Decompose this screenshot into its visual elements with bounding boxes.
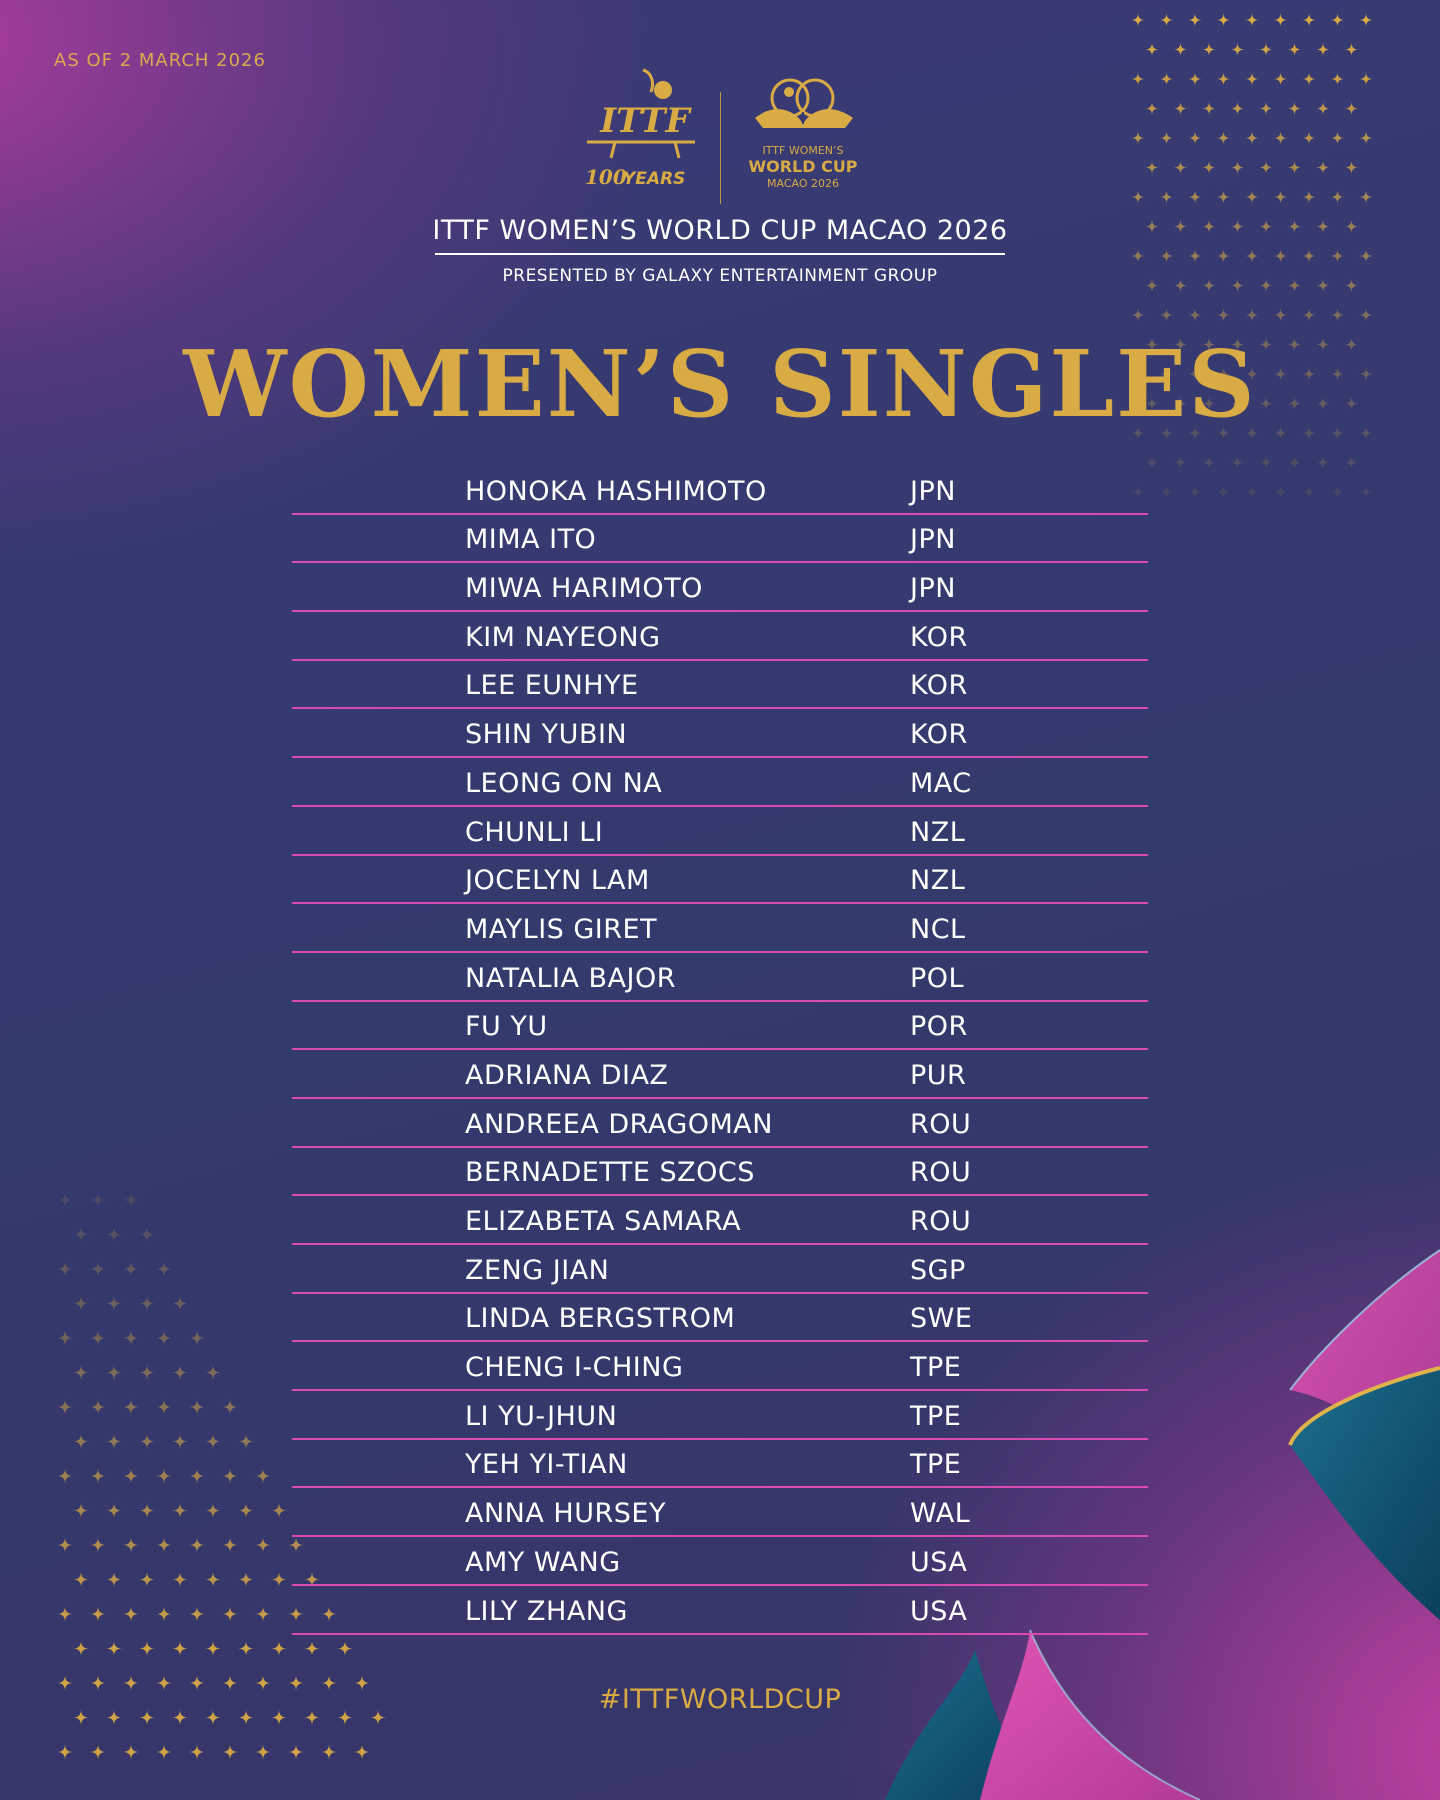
petal-rim-light-bottom [1029,1629,1201,1800]
player-row: JOCELYN LAM NZL [292,856,1148,905]
player-row: ANDREEA DRAGOMAN ROU [292,1099,1148,1148]
player-row: ELIZABETA SAMARA ROU [292,1196,1148,1245]
player-row: SHIN YUBIN KOR [292,709,1148,759]
player-name: LEONG ON NA [465,767,663,799]
player-country-code: WAL [910,1498,971,1530]
player-country-code: USA [910,1546,968,1578]
player-country-code: SGP [910,1254,966,1286]
player-name: ANNA HURSEY [465,1498,666,1530]
player-name: MIMA ITO [465,524,597,556]
player-row: CHUNLI LI NZL [292,807,1148,856]
main-title: WOMEN’S SINGLES [183,330,1257,438]
player-name: MIWA HARIMOTO [465,573,703,605]
world-cup-logo-line1: ITTF WOMEN’S [763,144,844,157]
player-country-code: JPN [910,524,956,556]
player-name: JOCELYN LAM [465,865,650,897]
player-name: FU YU [465,1011,548,1043]
centenary-number: 100 [585,165,627,189]
player-row: ZENG JIAN SGP [292,1245,1148,1294]
player-name: LILY ZHANG [465,1595,628,1627]
sparkle-pattern-top-right [1131,13,1373,499]
player-country-code: ROU [910,1157,972,1189]
petal-rim-light [1289,1249,1440,1391]
player-country-code: NZL [910,816,966,848]
player-country-code: POL [910,962,965,994]
world-cup-logo-line3: MACAO 2026 [767,177,839,190]
world-cup-macao-logo: ITTF WOMEN’S WORLD CUP MACAO 2026 [748,78,858,190]
player-row: CHENG I-CHING TPE [292,1342,1148,1392]
player-row: FU YU POR [292,1002,1148,1051]
player-country-code: PUR [910,1059,967,1091]
player-name: LINDA BERGSTROM [465,1303,736,1335]
player-country-code: ROU [910,1108,972,1140]
sparkle-pattern-bottom-left [57,1192,386,1760]
player-country-code: JPN [910,475,956,507]
player-country-code: TPE [910,1449,962,1481]
player-name: ELIZABETA SAMARA [465,1206,742,1237]
logo-lockup: ITTF 100 YEARS ITTF WOMEN’S WORLD CUP MA… [575,62,865,204]
as-of-date: AS OF 2 MARCH 2026 [54,50,266,71]
player-name: NATALIA BAJOR [465,962,676,994]
ittf-wordmark: ITTF [599,101,692,141]
petal-shape-right-teal [1290,1370,1440,1620]
player-row: LILY ZHANG USA [292,1586,1148,1635]
player-country-code: TPE [910,1352,962,1384]
player-country-code: NZL [910,865,966,897]
player-row: LEONG ON NA MAC [292,758,1148,807]
player-row: ADRIANA DIAZ PUR [292,1050,1148,1099]
player-row: AMY WANG USA [292,1537,1148,1586]
player-row: LI YU-JHUN TPE [292,1391,1148,1440]
player-country-code: KOR [910,621,968,653]
world-cup-logo-line2: WORLD CUP [748,157,857,176]
ittf-centenary-logo: ITTF 100 YEARS [585,68,695,189]
player-country-code: KOR [910,670,968,702]
player-country-code: MAC [910,767,972,799]
player-name: KIM NAYEONG [465,621,661,653]
player-row: YEH YI-TIAN TPE [292,1440,1148,1489]
player-name: ANDREEA DRAGOMAN [465,1108,773,1140]
logo-divider [720,92,721,204]
player-row: HONOKA HASHIMOTO JPN [292,466,1148,515]
player-country-code: USA [910,1595,968,1627]
player-row: MAYLIS GIRET NCL [292,904,1148,953]
player-row: LINDA BERGSTROM SWE [292,1294,1148,1343]
player-name: SHIN YUBIN [465,719,628,751]
player-name: CHENG I-CHING [465,1352,684,1384]
player-name: ZENG JIAN [465,1254,610,1286]
player-country-code: JPN [910,573,956,605]
petal-rim-gold [1288,1366,1440,1446]
player-name: CHUNLI LI [465,816,604,848]
player-country-code: KOR [910,719,968,751]
player-row: BERNADETTE SZOCS ROU [292,1148,1148,1197]
player-country-code: NCL [910,913,966,945]
hashtag: #ITTFWORLDCUP [598,1684,842,1715]
player-row: MIMA ITO JPN [292,515,1148,564]
player-list: HONOKA HASHIMOTO JPN MIMA ITO JPN MIWA HARIM… [292,466,1148,1635]
petal-shape-bottom-magenta [980,1630,1200,1800]
player-name: HONOKA HASHIMOTO [465,475,767,507]
player-row: MIWA HARIMOTO JPN [292,563,1148,613]
player-name: LI YU-JHUN [465,1400,618,1432]
player-row: ANNA HURSEY WAL [292,1488,1148,1538]
player-country-code: TPE [910,1400,962,1432]
player-name: ADRIANA DIAZ [465,1059,669,1091]
presented-by: PRESENTED BY GALAXY ENTERTAINMENT GROUP [502,266,938,286]
player-name: MAYLIS GIRET [465,913,658,945]
player-row: NATALIA BAJOR POL [292,953,1148,1002]
player-country-code: POR [910,1011,968,1043]
player-name: AMY WANG [465,1546,621,1578]
player-country-code: ROU [910,1206,972,1237]
player-name: BERNADETTE SZOCS [465,1157,755,1189]
player-row: KIM NAYEONG KOR [292,612,1148,661]
player-country-code: SWE [910,1303,973,1335]
event-title: ITTF WOMEN’S WORLD CUP MACAO 2026 [432,215,1008,246]
event-title-underline [435,253,1005,255]
player-name: LEE EUNHYE [465,670,639,702]
player-name: YEH YI-TIAN [465,1449,628,1481]
player-row: LEE EUNHYE KOR [292,661,1148,710]
centenary-years: YEARS [623,169,685,189]
